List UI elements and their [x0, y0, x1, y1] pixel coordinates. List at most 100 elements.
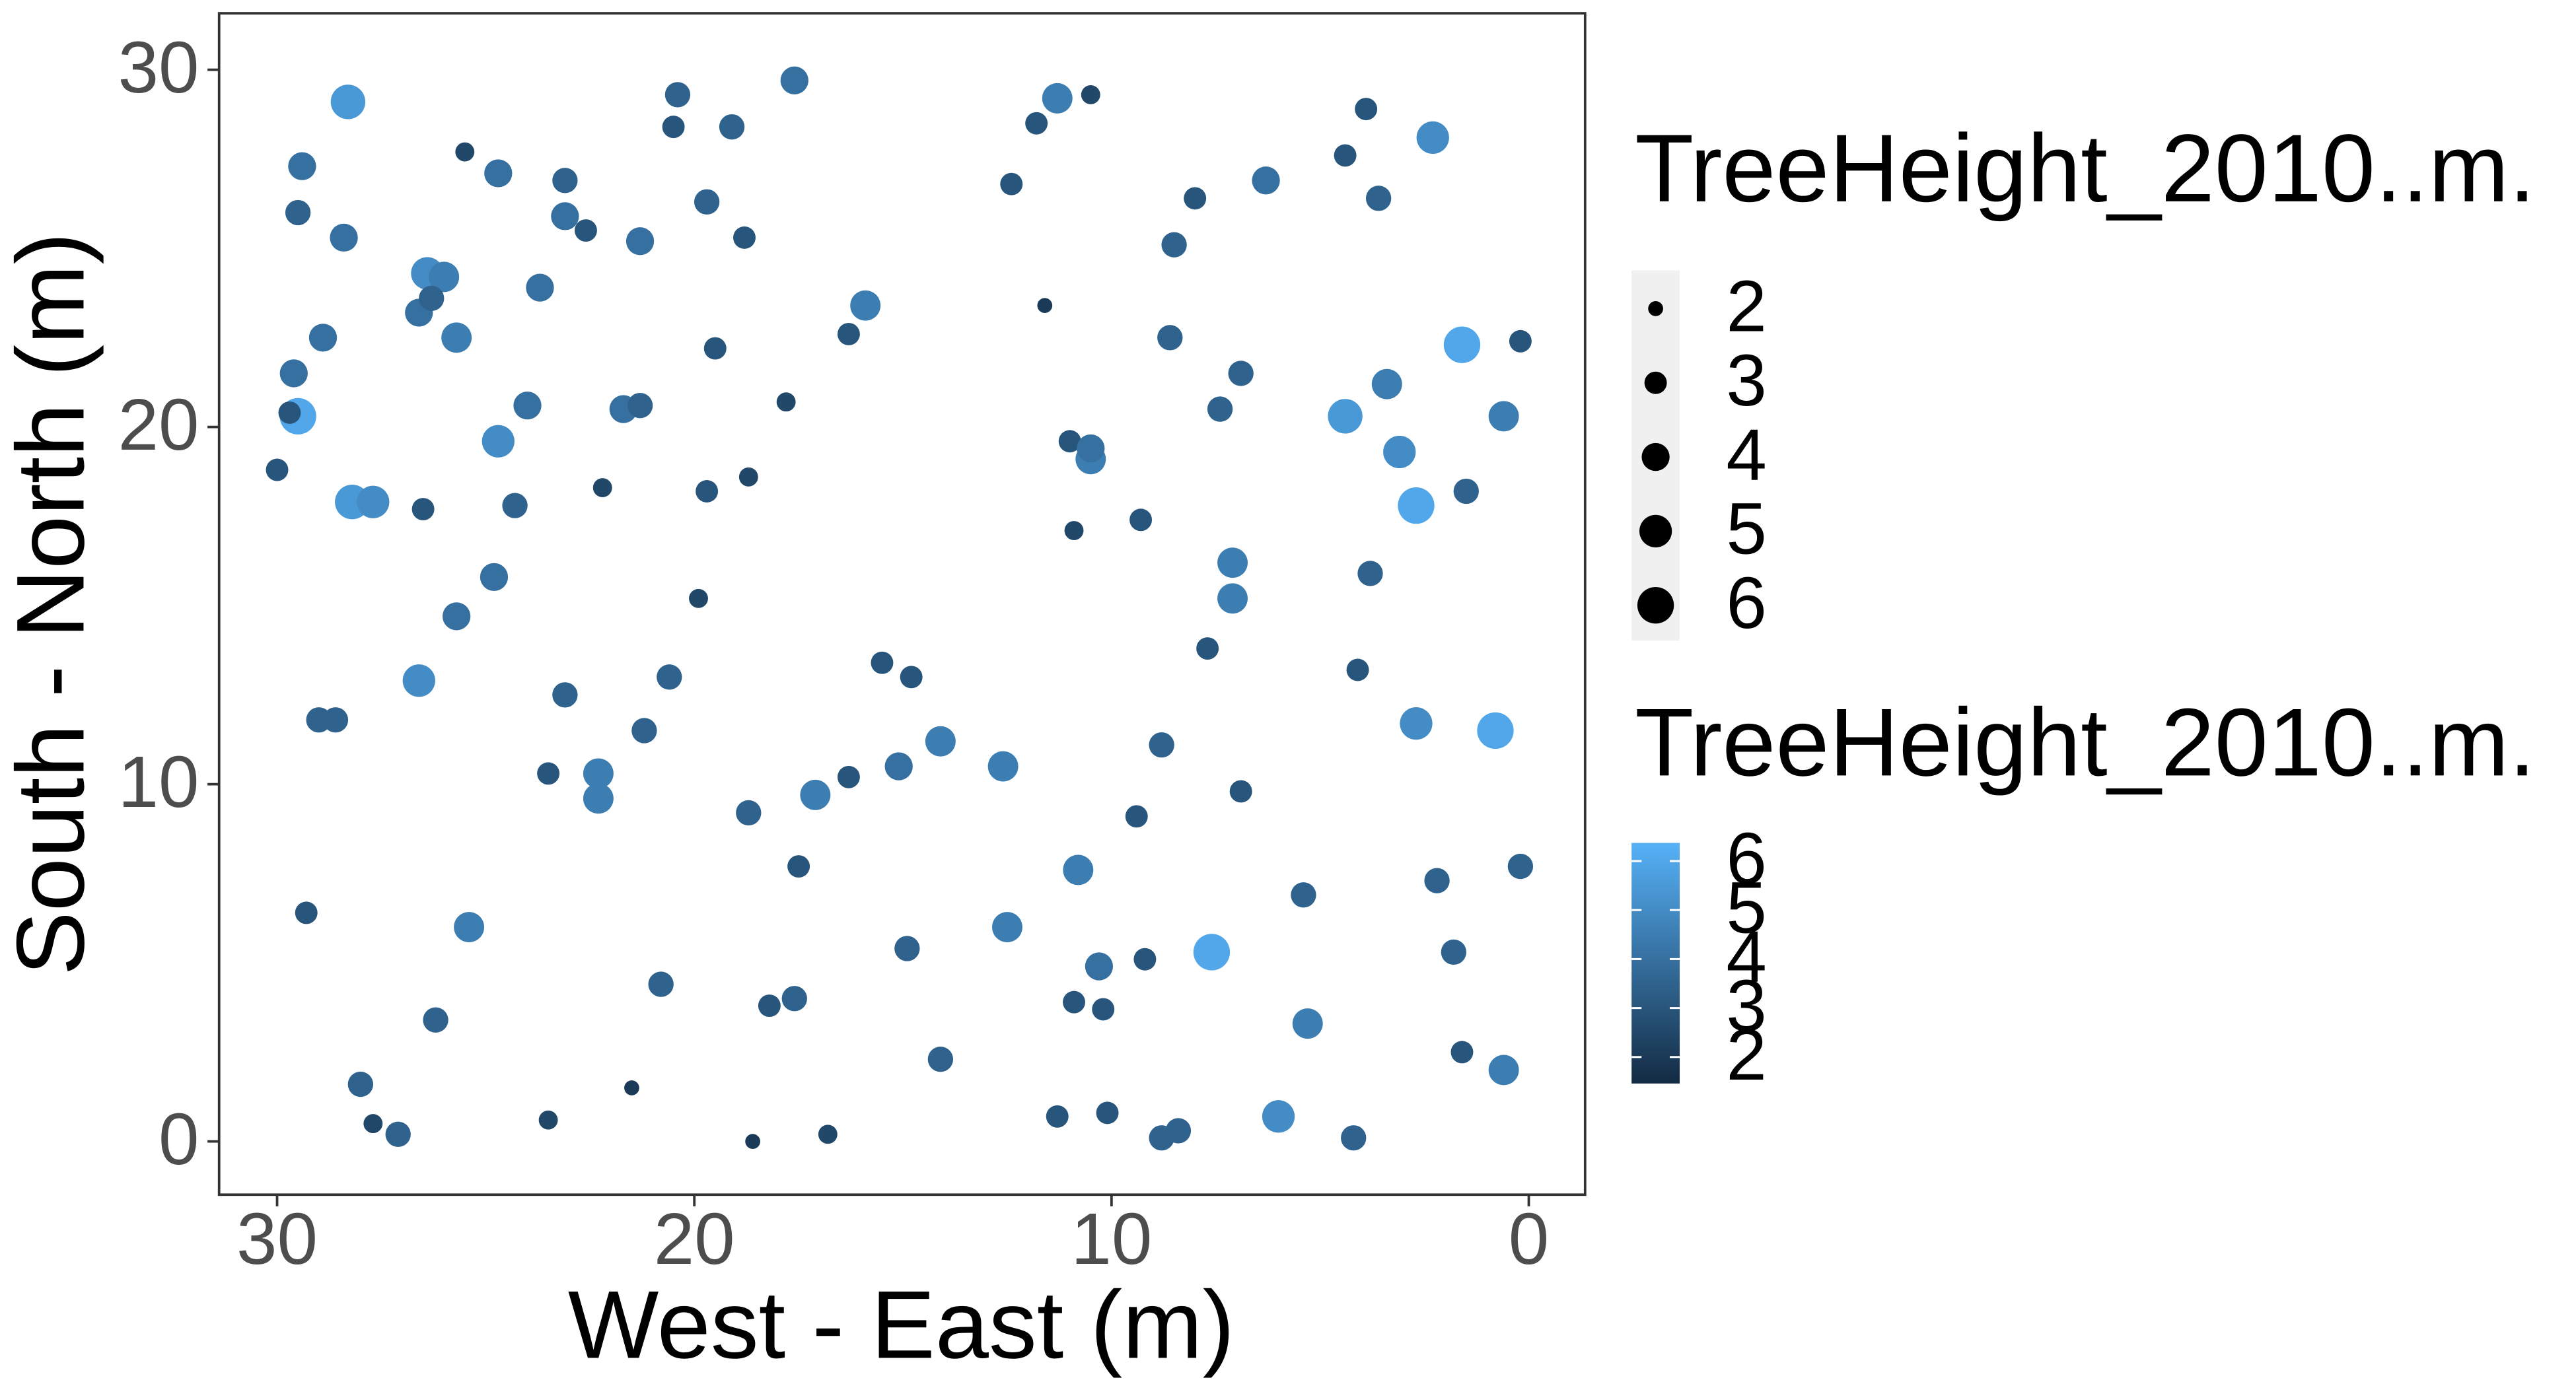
size-legend-key — [1637, 587, 1674, 624]
point — [719, 114, 745, 140]
point — [1509, 329, 1532, 353]
point — [1262, 1100, 1295, 1133]
point — [1229, 780, 1252, 803]
point — [738, 467, 758, 487]
point — [402, 664, 435, 697]
point — [526, 273, 554, 302]
point — [837, 322, 860, 345]
point — [1334, 144, 1357, 167]
color-legend-label: 2 — [1726, 1014, 1766, 1095]
point — [442, 602, 471, 631]
point — [1000, 172, 1023, 195]
point — [800, 779, 831, 810]
point — [1063, 990, 1085, 1014]
color-legend-label: 5 — [1726, 867, 1766, 948]
point — [574, 219, 597, 242]
point — [537, 762, 560, 785]
point — [1228, 361, 1254, 386]
point — [925, 726, 956, 757]
point — [1507, 853, 1534, 880]
point — [551, 202, 579, 230]
point — [363, 1114, 383, 1134]
point — [1058, 430, 1081, 453]
panel — [219, 13, 1585, 1195]
y-axis-title: South - North (m) — [0, 232, 104, 976]
point — [278, 401, 301, 424]
point — [631, 718, 657, 744]
point — [624, 1080, 639, 1095]
point — [1400, 707, 1433, 740]
point — [689, 588, 708, 608]
size-legend-label: 3 — [1726, 340, 1766, 421]
y-tick-label: 10 — [118, 742, 199, 823]
point — [1096, 1101, 1119, 1125]
color-legend-label: 3 — [1726, 965, 1766, 1047]
point — [1383, 435, 1416, 469]
y-tick-label: 0 — [159, 1099, 199, 1180]
point — [266, 458, 289, 481]
point — [1077, 434, 1105, 463]
point — [664, 82, 691, 108]
size-legend-key — [1644, 371, 1667, 394]
x-tick-label: 20 — [654, 1198, 735, 1280]
point — [308, 324, 338, 352]
point — [552, 682, 578, 708]
colorbar — [1631, 843, 1680, 1084]
point — [419, 285, 445, 312]
color-legend-label: 4 — [1726, 917, 1766, 998]
point — [1292, 1008, 1323, 1039]
point — [927, 1047, 954, 1072]
point — [1371, 368, 1402, 399]
point — [733, 226, 756, 249]
point — [330, 223, 358, 252]
point — [1365, 186, 1392, 211]
point — [1291, 882, 1316, 908]
point — [1165, 1118, 1192, 1144]
point — [1085, 952, 1114, 981]
point — [818, 1125, 838, 1144]
size-legend-label: 2 — [1726, 266, 1766, 347]
point — [583, 783, 614, 814]
x-tick-label: 0 — [1509, 1198, 1549, 1280]
point — [1184, 187, 1207, 210]
point — [1398, 487, 1435, 524]
point — [285, 199, 311, 226]
point — [552, 168, 578, 193]
x-tick-label: 30 — [236, 1198, 318, 1280]
point — [1252, 166, 1280, 195]
point — [1042, 83, 1073, 114]
point — [1453, 478, 1479, 504]
point — [696, 480, 719, 502]
size-legend-title: TreeHeight_2010..m. — [1635, 114, 2536, 222]
point — [538, 1110, 558, 1130]
panel-border — [217, 12, 1587, 1196]
size-legend-key — [1648, 301, 1663, 316]
point — [758, 994, 781, 1018]
point — [703, 337, 727, 360]
point — [1081, 85, 1100, 104]
point — [1341, 1125, 1367, 1151]
point — [454, 912, 485, 942]
point — [776, 392, 796, 412]
color-legend-label: 6 — [1726, 818, 1766, 899]
point — [1477, 712, 1514, 749]
point — [657, 664, 682, 690]
point — [626, 227, 655, 256]
point — [850, 290, 881, 321]
point — [745, 1134, 760, 1150]
point — [1357, 561, 1383, 586]
point — [662, 116, 685, 139]
point — [787, 855, 810, 878]
point — [455, 142, 475, 162]
point — [1064, 521, 1084, 540]
size-legend-key — [1641, 442, 1670, 471]
point — [1193, 934, 1231, 971]
point — [991, 912, 1022, 942]
point — [1217, 547, 1248, 578]
point — [1443, 326, 1481, 363]
point — [279, 359, 308, 388]
point — [441, 322, 472, 353]
point — [1025, 112, 1048, 135]
point — [1488, 401, 1519, 432]
